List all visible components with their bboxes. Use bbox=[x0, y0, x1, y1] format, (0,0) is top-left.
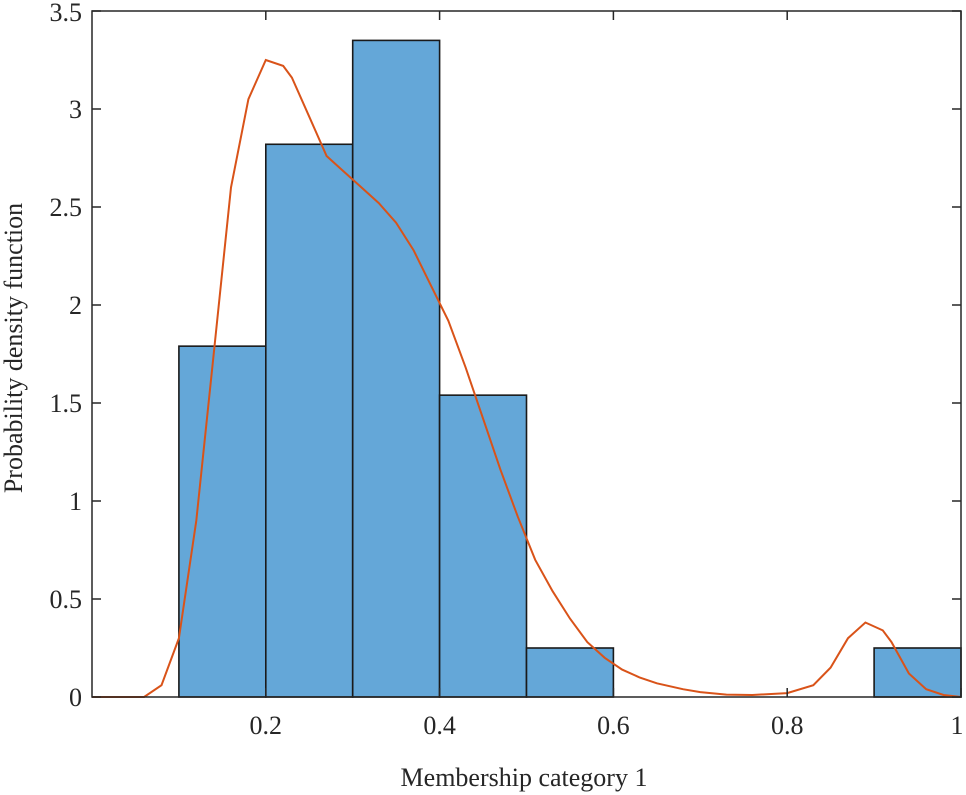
x-tick-label: 1 bbox=[951, 711, 964, 740]
y-axis-ticks: 0 0.5 1 1.5 2 2.5 3 3.5 bbox=[50, 0, 961, 712]
y-tick-label: 3.5 bbox=[50, 0, 83, 27]
histogram-bar bbox=[351, 39, 441, 698]
histogram-bar bbox=[873, 647, 962, 698]
y-tick-label: 1.5 bbox=[50, 389, 83, 418]
x-tick-label: 0.2 bbox=[250, 711, 283, 740]
histogram-bar bbox=[438, 394, 528, 698]
y-tick-label: 0.5 bbox=[50, 585, 83, 614]
y-tick-label: 0 bbox=[69, 683, 82, 712]
x-tick-label: 0.4 bbox=[423, 711, 456, 740]
y-tick-label: 2 bbox=[69, 291, 82, 320]
x-tick-label: 0.8 bbox=[771, 711, 804, 740]
y-tick-label: 1 bbox=[69, 487, 82, 516]
x-tick-label: 0.6 bbox=[597, 711, 630, 740]
histogram-bars bbox=[178, 39, 962, 698]
density-curve bbox=[92, 58, 962, 698]
histogram-bar bbox=[178, 345, 267, 698]
histogram-bar bbox=[525, 647, 615, 698]
axes-box bbox=[91, 10, 962, 698]
y-axis-label: Probability density function bbox=[0, 203, 28, 493]
y-tick-label: 2.5 bbox=[50, 193, 83, 222]
y-tick-label: 3 bbox=[69, 95, 82, 124]
histogram-bar bbox=[264, 143, 354, 698]
x-axis-ticks: 0.2 0.4 0.6 0.8 1 bbox=[250, 11, 964, 740]
x-axis-label: Membership category 1 bbox=[401, 763, 648, 792]
